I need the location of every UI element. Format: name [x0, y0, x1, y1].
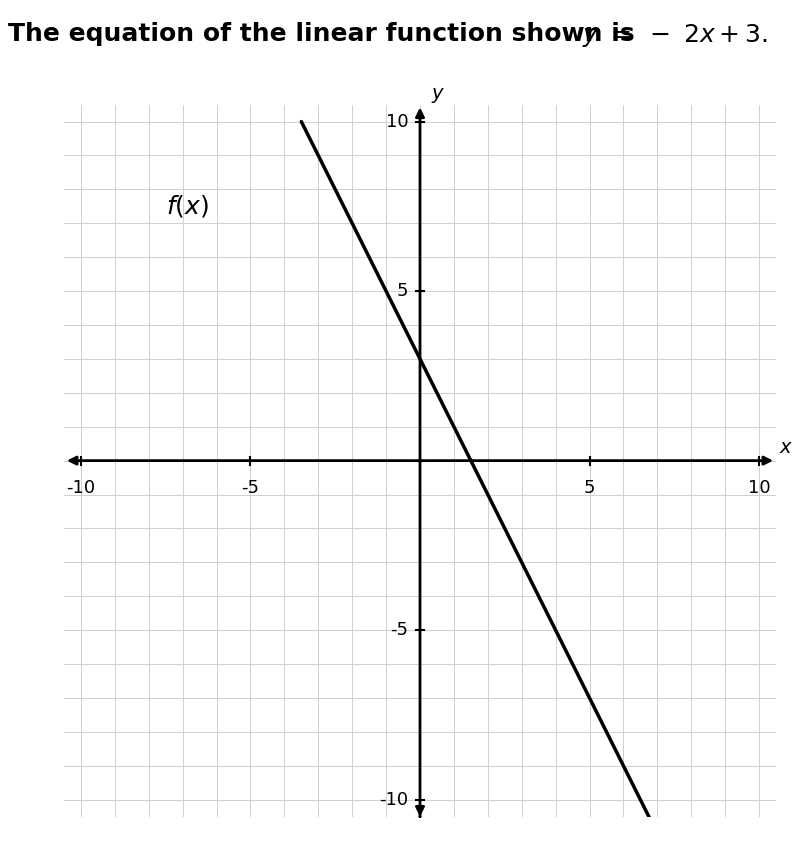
- Text: 5: 5: [584, 480, 595, 498]
- Text: y: y: [432, 84, 443, 103]
- Text: -5: -5: [242, 480, 259, 498]
- Text: -10: -10: [379, 790, 408, 808]
- Text: 10: 10: [386, 113, 408, 131]
- Text: $y\ =\ -\ 2x+3.$: $y\ =\ -\ 2x+3.$: [582, 22, 768, 48]
- Text: -10: -10: [66, 480, 95, 498]
- Text: 10: 10: [748, 480, 770, 498]
- Text: $f(x)$: $f(x)$: [166, 194, 209, 220]
- Text: x: x: [779, 437, 791, 456]
- Text: 5: 5: [397, 282, 408, 300]
- Text: The equation of the linear function shown is: The equation of the linear function show…: [8, 22, 643, 46]
- Text: -5: -5: [390, 621, 408, 639]
